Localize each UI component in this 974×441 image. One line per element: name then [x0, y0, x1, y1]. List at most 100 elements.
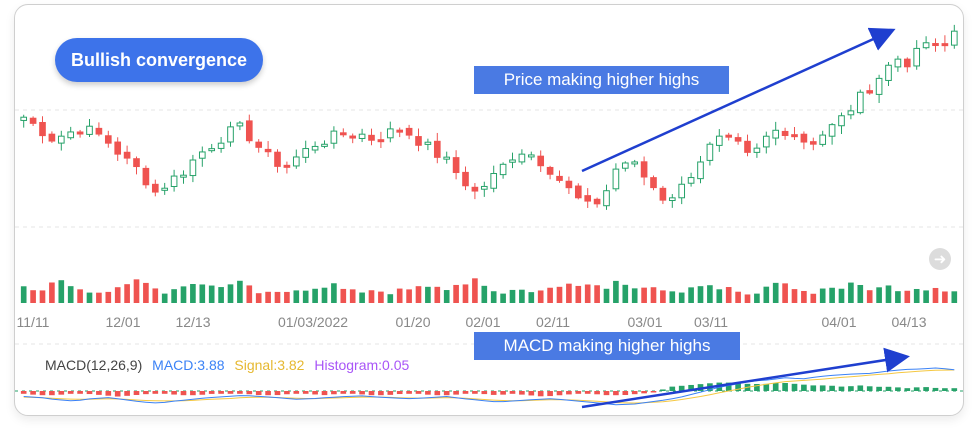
- histogram-bar: [114, 391, 121, 397]
- histogram-bar: [942, 388, 948, 391]
- histogram-bar: [199, 391, 206, 395]
- candle-body: [875, 77, 883, 95]
- volume-bar: [594, 285, 600, 303]
- candle-body: [537, 155, 545, 167]
- volume-bar: [406, 289, 412, 303]
- histogram-bar: [387, 391, 394, 395]
- volume-bar: [763, 286, 770, 303]
- volume-bar: [293, 290, 300, 303]
- volume-bar: [58, 280, 65, 303]
- histogram-bar: [631, 391, 638, 395]
- histogram-bar: [838, 386, 845, 391]
- histogram-bar: [500, 391, 506, 395]
- volume-bar: [368, 290, 375, 303]
- histogram-bar: [923, 387, 929, 391]
- histogram-bar: [801, 384, 807, 391]
- volume-bar: [913, 288, 920, 303]
- candle-body: [866, 90, 874, 94]
- histogram-bar: [490, 391, 497, 395]
- histogram-bar: [669, 386, 676, 391]
- candle-body: [189, 159, 197, 177]
- volume-bar: [265, 291, 271, 303]
- volume-bar: [227, 284, 234, 303]
- signal-value-label: Signal:3.82: [234, 357, 305, 373]
- candle-body: [151, 183, 159, 193]
- volume-bar: [697, 286, 704, 303]
- candle-body: [245, 120, 253, 142]
- histogram-bar: [932, 387, 939, 391]
- volume-bar: [622, 284, 629, 303]
- histogram-bar: [180, 391, 187, 396]
- candle-body: [725, 134, 733, 138]
- x-tick-label: 02/11: [536, 314, 570, 330]
- histogram-bar: [885, 386, 892, 391]
- volume-bar: [650, 287, 657, 303]
- histogram-bar: [566, 391, 572, 395]
- histogram-bar: [406, 391, 412, 394]
- candle-body: [170, 175, 178, 187]
- x-tick-label: 12/13: [175, 314, 210, 330]
- candle-body: [114, 141, 122, 155]
- candle-body: [603, 190, 610, 207]
- histogram-bar: [237, 391, 243, 394]
- volume-bar: [190, 284, 196, 303]
- macd-legend: MACD(12,26,9) MACD:3.88 Signal:3.82 Hist…: [45, 357, 415, 373]
- candle-body: [255, 141, 263, 148]
- histogram-bar: [246, 391, 253, 395]
- histogram-bar: [951, 388, 958, 391]
- histogram-bar: [857, 385, 864, 391]
- candle-body: [744, 140, 751, 153]
- candle-body: [612, 168, 620, 190]
- histogram-bar: [349, 391, 356, 394]
- candle-body: [57, 135, 65, 144]
- histogram-bar: [86, 391, 93, 395]
- histogram-bar: [208, 391, 215, 394]
- histogram-value-label: Histogram:0.05: [314, 357, 410, 373]
- volume-bar: [86, 292, 93, 303]
- histogram-bar: [904, 388, 911, 391]
- candle-body: [913, 47, 921, 67]
- candle-body: [29, 117, 37, 124]
- candle-body: [687, 177, 695, 184]
- volume-bar: [866, 290, 873, 303]
- candle-body: [377, 139, 385, 143]
- histogram-bar: [368, 391, 375, 396]
- histogram-bar: [453, 391, 459, 395]
- candle-body: [932, 43, 939, 47]
- arrow-right-icon[interactable]: ➜: [929, 248, 951, 270]
- histogram-bar: [284, 391, 290, 395]
- candle-body: [621, 162, 629, 169]
- volume-bar: [932, 287, 939, 303]
- candle-body: [715, 135, 723, 146]
- volume-bar: [744, 294, 751, 303]
- histogram-bar: [725, 382, 732, 391]
- candle-body: [593, 198, 601, 205]
- histogram-bar: [472, 391, 478, 394]
- histogram-bar: [528, 391, 535, 396]
- volume-bar: [829, 287, 835, 303]
- volume-bar: [340, 288, 347, 303]
- candle-body: [753, 147, 761, 153]
- volume-bar: [237, 280, 243, 303]
- volume-bar: [39, 290, 46, 303]
- candle-body: [838, 115, 845, 127]
- price-trend-arrow: [581, 27, 896, 173]
- candle-body: [274, 151, 281, 167]
- volume-bar: [942, 291, 948, 303]
- volume-bar: [904, 290, 911, 303]
- volume-bar: [30, 290, 36, 303]
- volume-bar: [819, 288, 826, 303]
- candle-body: [76, 131, 84, 135]
- volume-bar: [791, 289, 798, 303]
- x-tick-label: 04/01: [821, 314, 856, 330]
- volume-bar: [754, 293, 760, 303]
- histogram-bar: [359, 391, 365, 395]
- histogram-bar: [312, 391, 318, 395]
- candle-body: [678, 183, 686, 199]
- x-tick-label: 11/11: [17, 314, 50, 330]
- macd-params-label: MACD(12,26,9): [45, 357, 143, 373]
- volume-bar: [660, 290, 666, 303]
- volume-bar: [143, 282, 149, 303]
- histogram-bar: [462, 391, 469, 394]
- volume-bar: [208, 285, 215, 303]
